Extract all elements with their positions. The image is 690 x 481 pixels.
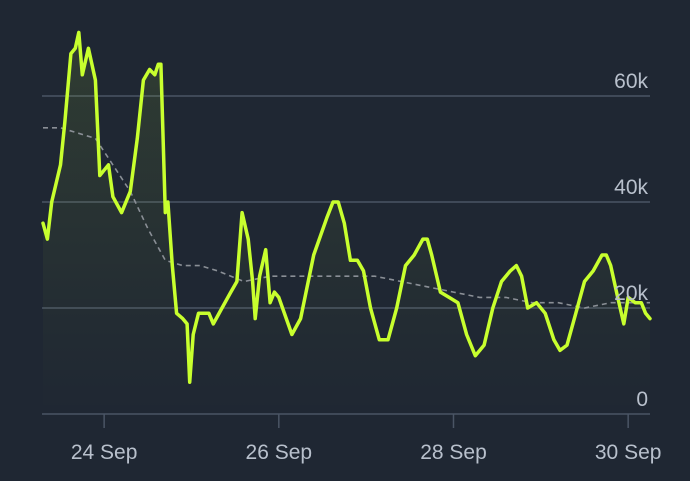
x-tick-label: 24 Sep (71, 441, 138, 464)
y-tick-label: 60k (614, 70, 648, 93)
x-tick-label: 28 Sep (420, 441, 487, 464)
x-tick-label: 26 Sep (246, 441, 313, 464)
y-tick-label: 0 (636, 388, 648, 411)
main-series-area (43, 32, 650, 415)
x-tick-label: 30 Sep (595, 441, 662, 464)
main-series-line (41, 30, 652, 384)
y-tick-label: 40k (614, 176, 648, 199)
series-layer (41, 30, 652, 384)
label-layer: 0 20k 40k 60k 24 Sep 26 Sep 28 Sep 30 Sep (71, 70, 662, 464)
area-layer (43, 32, 650, 415)
y-tick-label: 20k (614, 282, 648, 305)
